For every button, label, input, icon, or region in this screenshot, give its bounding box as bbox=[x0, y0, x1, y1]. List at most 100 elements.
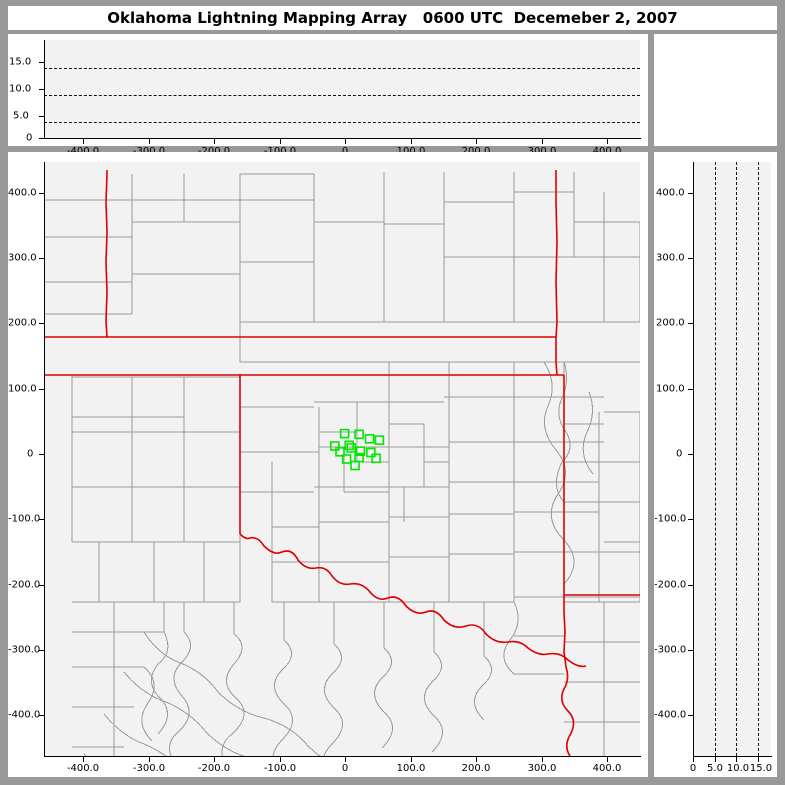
map-y-axis bbox=[44, 162, 45, 757]
map-ytick-400 bbox=[39, 193, 44, 194]
map-xlabel-100: 100.0 bbox=[396, 763, 426, 774]
altitude-vs-east-west-plot[interactable] bbox=[44, 40, 640, 138]
source-marker bbox=[366, 447, 376, 458]
map-xlabel-0: 0 bbox=[341, 763, 349, 774]
top-xlabel--200: -200.0 bbox=[198, 146, 230, 157]
top-x-axis bbox=[44, 138, 641, 139]
right-ytick--300 bbox=[688, 650, 693, 651]
right-ylabel--400: -400.0 bbox=[654, 709, 687, 721]
right-panel: 400.0 300.0 200.0 100.0 0 -100.0 -200.0 … bbox=[654, 152, 777, 777]
top-panel: 0 5.0 10.0 15.0 -400.0 -300.0 -200.0 -10… bbox=[8, 34, 648, 157]
map-xtick--100 bbox=[280, 757, 281, 762]
map-ytick--100 bbox=[39, 519, 44, 520]
gridline-y-5 bbox=[44, 122, 640, 124]
map-xtick-300 bbox=[542, 757, 543, 762]
gridline-x-15 bbox=[758, 162, 759, 756]
map-ytick-200 bbox=[39, 323, 44, 324]
top-ytick-10 bbox=[39, 89, 44, 90]
right-ylabel--100: -100.0 bbox=[654, 513, 687, 525]
map-xlabel-300: 300.0 bbox=[527, 763, 557, 774]
source-marker bbox=[355, 446, 366, 457]
right-x-axis bbox=[693, 756, 772, 757]
map-ylabel-200: 200.0 bbox=[8, 317, 37, 329]
top-xtick-200 bbox=[476, 139, 477, 144]
right-ylabel-100: 100.0 bbox=[656, 383, 685, 395]
map-xlabel-400: 400.0 bbox=[592, 763, 622, 774]
right-ylabel-300: 300.0 bbox=[656, 252, 685, 264]
right-ytick-0 bbox=[688, 454, 693, 455]
title-bar: Oklahoma Lightning Mapping Array 0600 UT… bbox=[8, 6, 777, 30]
top-xlabel-300: 300.0 bbox=[528, 146, 557, 157]
right-xtick-15 bbox=[758, 757, 759, 762]
map-ytick-300 bbox=[39, 258, 44, 259]
top-xtick--100 bbox=[280, 139, 281, 144]
right-xlabel-10: 10.0 bbox=[726, 763, 750, 774]
right-ytick--100 bbox=[688, 519, 693, 520]
altitude-vs-north-south-plot[interactable] bbox=[693, 162, 771, 756]
top-xtick--200 bbox=[214, 139, 215, 144]
top-xlabel-400: 400.0 bbox=[593, 146, 622, 157]
top-ylabel-15: 15.0 bbox=[9, 56, 32, 68]
map-ylabel--100: -100.0 bbox=[8, 513, 41, 525]
top-ytick-15 bbox=[39, 62, 44, 63]
source-marker bbox=[341, 454, 352, 464]
right-ylabel-400: 400.0 bbox=[656, 187, 685, 199]
top-ylabel-10: 10.0 bbox=[9, 83, 32, 95]
source-marker bbox=[354, 429, 364, 440]
map-xlabel-200: 200.0 bbox=[461, 763, 491, 774]
source-marker bbox=[364, 433, 375, 444]
top-y-axis bbox=[44, 40, 45, 139]
top-xlabel-200: 200.0 bbox=[462, 146, 491, 157]
source-markers bbox=[329, 428, 385, 471]
right-y-axis bbox=[693, 162, 694, 757]
map-xtick-200 bbox=[476, 757, 477, 762]
gridline-y-15 bbox=[44, 67, 640, 69]
map-ytick--300 bbox=[39, 650, 44, 651]
right-ytick--400 bbox=[688, 715, 693, 716]
source-count-histogram-plot[interactable] bbox=[660, 40, 771, 140]
top-xtick--400 bbox=[83, 139, 84, 144]
gridline-x-5 bbox=[714, 162, 716, 756]
map-xtick--300 bbox=[149, 757, 150, 762]
top-xlabel--400: -400.0 bbox=[67, 146, 99, 157]
top-xlabel-100: 100.0 bbox=[397, 146, 426, 157]
map-xlabel--300: -300.0 bbox=[132, 763, 166, 774]
right-xlabel-5: 5.0 bbox=[707, 763, 723, 774]
map-ytick--200 bbox=[39, 585, 44, 586]
right-ylabel-0: 0 bbox=[676, 448, 683, 460]
top-xtick-300 bbox=[542, 139, 543, 144]
map-ylabel-100: 100.0 bbox=[8, 383, 37, 395]
map-ytick-0 bbox=[39, 454, 44, 455]
map-plot-area[interactable] bbox=[44, 162, 640, 756]
source-marker bbox=[335, 446, 345, 457]
top-right-panel bbox=[654, 34, 777, 146]
map-ylabel-400: 400.0 bbox=[8, 187, 37, 199]
map-ylabel-0: 0 bbox=[27, 448, 34, 460]
source-marker bbox=[346, 443, 357, 453]
top-xtick-400 bbox=[607, 139, 608, 144]
map-xtick-100 bbox=[411, 757, 412, 762]
right-xtick-0 bbox=[693, 757, 694, 762]
map-geography bbox=[44, 170, 640, 756]
page-title: Oklahoma Lightning Mapping Array 0600 UT… bbox=[107, 9, 678, 27]
map-xtick--200 bbox=[214, 757, 215, 762]
right-xlabel-0: 0 bbox=[689, 763, 697, 774]
map-xtick-0 bbox=[345, 757, 346, 762]
top-xtick--300 bbox=[149, 139, 150, 144]
right-ytick-400 bbox=[688, 193, 693, 194]
gridline-y-10 bbox=[44, 95, 640, 96]
right-ytick-200 bbox=[688, 323, 693, 324]
top-ylabel-0: 0 bbox=[26, 132, 33, 144]
map-x-axis bbox=[44, 756, 641, 757]
source-marker bbox=[371, 453, 381, 464]
gridline-x-10 bbox=[736, 162, 738, 756]
map-xtick-400 bbox=[607, 757, 608, 762]
top-xlabel--300: -300.0 bbox=[133, 146, 165, 157]
map-ylabel--400: -400.0 bbox=[8, 709, 41, 721]
right-xlabel-15: 15.0 bbox=[749, 763, 773, 774]
top-ytick-5 bbox=[39, 116, 44, 117]
top-ylabel-5: 5.0 bbox=[13, 110, 29, 122]
source-marker bbox=[344, 440, 355, 451]
map-xlabel--100: -100.0 bbox=[263, 763, 297, 774]
